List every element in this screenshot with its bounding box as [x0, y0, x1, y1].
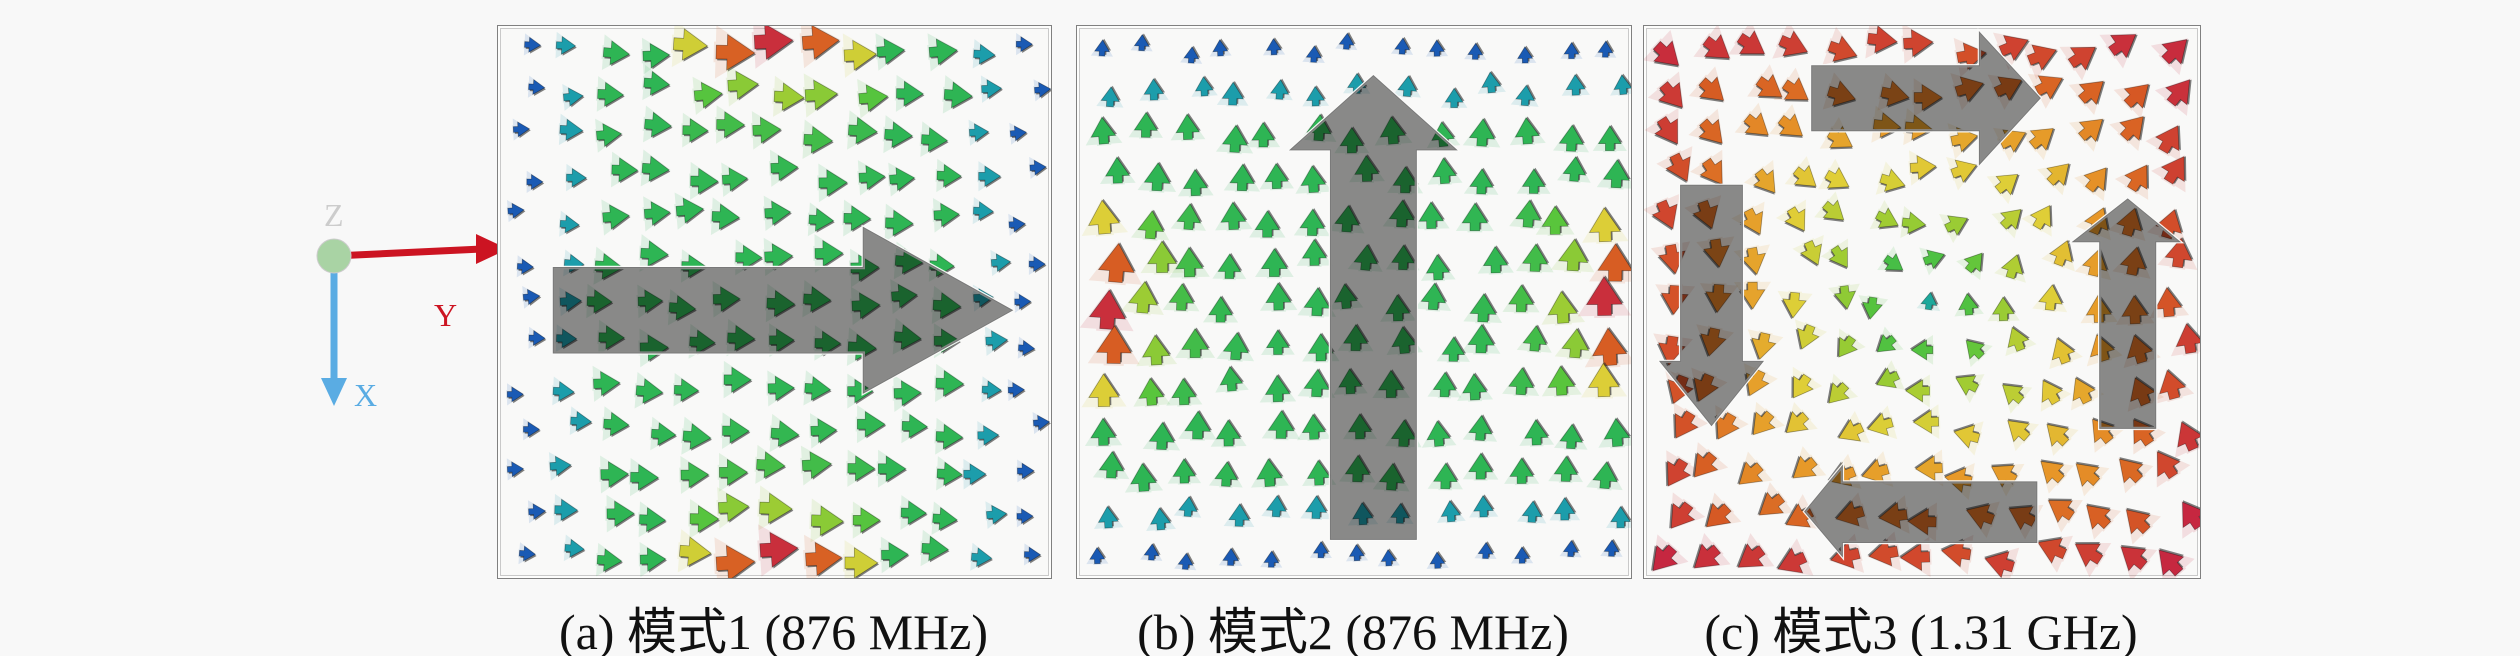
svg-text:Z: Z — [324, 197, 344, 233]
svg-text:Y: Y — [434, 297, 457, 333]
svg-text:X: X — [354, 377, 377, 413]
